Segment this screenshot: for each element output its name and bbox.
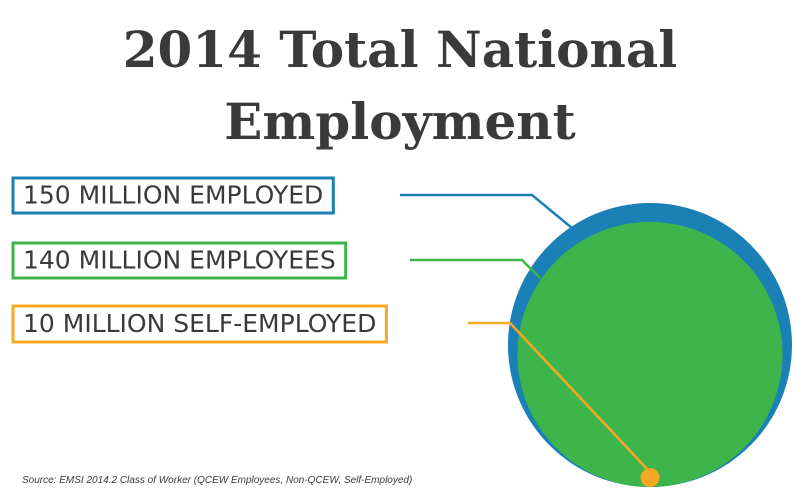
circle <box>640 468 660 487</box>
circle <box>517 221 783 487</box>
label-box <box>11 241 348 280</box>
legend-label: 150 MILLION EMPLOYED <box>23 181 323 210</box>
label-box <box>11 304 388 344</box>
leader-line <box>410 258 541 279</box>
leader-line <box>400 193 573 229</box>
legend-label: 10 MILLION SELF-EMPLOYED <box>23 309 376 338</box>
chart-title: 2014 Total National Employment <box>122 20 678 151</box>
source-note: Source: EMSI 2014.2 Class of Worker (QCE… <box>22 475 412 486</box>
leader-line <box>468 321 649 471</box>
label-box <box>11 176 335 215</box>
legend-label: 140 MILLION EMPLOYEES <box>23 246 336 275</box>
